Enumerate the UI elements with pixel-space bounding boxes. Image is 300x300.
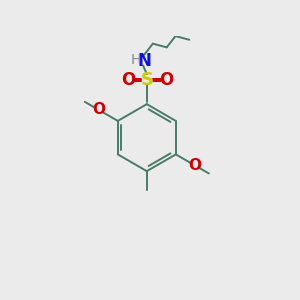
Text: O: O [188, 158, 201, 173]
Text: N: N [137, 52, 151, 70]
Text: S: S [140, 71, 153, 89]
Text: H: H [131, 52, 141, 67]
Text: O: O [121, 71, 135, 89]
Text: O: O [92, 102, 105, 117]
Text: O: O [159, 71, 173, 89]
